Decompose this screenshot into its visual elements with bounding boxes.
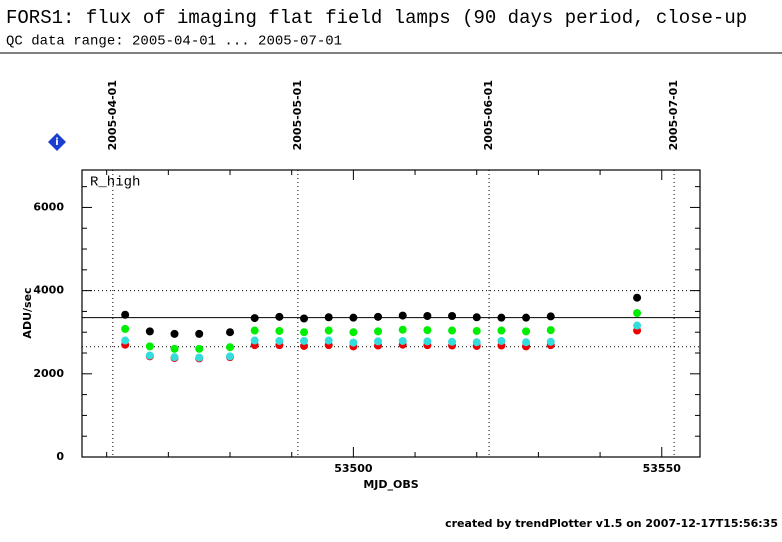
- data-point: [195, 344, 204, 353]
- data-point: [300, 314, 309, 323]
- data-point: [497, 313, 506, 322]
- data-point: [522, 313, 531, 322]
- date-label: 2005-04-01: [106, 80, 119, 150]
- y-tick-label: 2000: [33, 367, 64, 380]
- y-tick-label: 4000: [33, 284, 64, 297]
- data-point: [374, 337, 383, 346]
- data-point: [472, 313, 481, 322]
- data-point: [195, 329, 204, 338]
- data-point: [275, 326, 284, 335]
- plot-frame: [81, 169, 701, 458]
- data-point: [398, 325, 407, 334]
- data-point: [324, 313, 333, 322]
- data-point: [324, 336, 333, 345]
- data-point: [170, 329, 179, 338]
- data-point: [448, 326, 457, 335]
- data-point: [349, 328, 358, 337]
- data-point: [226, 352, 235, 361]
- data-point: [300, 328, 309, 337]
- data-point: [145, 327, 154, 336]
- date-label: 2005-06-01: [482, 80, 495, 150]
- chart-subtitle: QC data range: 2005-04-01 ... 2005-07-01: [6, 34, 342, 50]
- data-point: [121, 310, 130, 319]
- y-tick-label: 0: [56, 450, 64, 463]
- data-point: [522, 327, 531, 336]
- data-point: [226, 343, 235, 352]
- data-point: [170, 353, 179, 362]
- x-tick-label: 53500: [334, 462, 373, 475]
- data-point: [497, 326, 506, 335]
- data-point: [633, 321, 642, 330]
- chart-title: FORS1: flux of imaging flat field lamps …: [6, 7, 747, 29]
- data-point: [633, 309, 642, 318]
- data-point: [349, 313, 358, 322]
- data-point: [324, 326, 333, 335]
- date-label: 2005-05-01: [291, 80, 304, 150]
- data-point: [121, 324, 130, 333]
- data-point: [472, 338, 481, 347]
- data-point: [423, 337, 432, 346]
- data-point: [546, 326, 555, 335]
- data-point: [448, 337, 457, 346]
- y-tick-label: 6000: [33, 200, 64, 213]
- data-point: [145, 342, 154, 351]
- data-point: [633, 293, 642, 302]
- data-point: [250, 336, 259, 345]
- info-icon[interactable]: i: [48, 133, 66, 151]
- data-point: [250, 314, 259, 323]
- data-point: [398, 311, 407, 320]
- date-label: 2005-07-01: [667, 80, 680, 150]
- panel-label: R_high: [90, 175, 140, 191]
- data-point: [275, 336, 284, 345]
- data-point: [497, 336, 506, 345]
- data-point: [250, 326, 259, 335]
- x-axis-label: MJD_OBS: [363, 478, 418, 491]
- data-point: [423, 326, 432, 335]
- data-point: [472, 326, 481, 335]
- data-point: [374, 312, 383, 321]
- y-axis-label: ADU/sec: [21, 287, 34, 338]
- data-point: [546, 312, 555, 321]
- footer: created by trendPlotter v1.5 on 2007-12-…: [445, 517, 778, 530]
- data-point: [145, 351, 154, 360]
- data-point: [226, 328, 235, 337]
- data-point: [448, 311, 457, 320]
- data-point: [275, 312, 284, 321]
- data-point: [349, 338, 358, 347]
- data-point: [195, 353, 204, 362]
- data-point: [398, 336, 407, 345]
- data-point: [546, 337, 555, 346]
- data-point: [423, 311, 432, 320]
- data-point: [374, 327, 383, 336]
- data-point: [121, 336, 130, 345]
- x-tick-label: 53550: [643, 462, 682, 475]
- data-point: [170, 344, 179, 353]
- svg-text:i: i: [55, 137, 58, 148]
- data-point: [300, 336, 309, 345]
- data-point: [522, 338, 531, 347]
